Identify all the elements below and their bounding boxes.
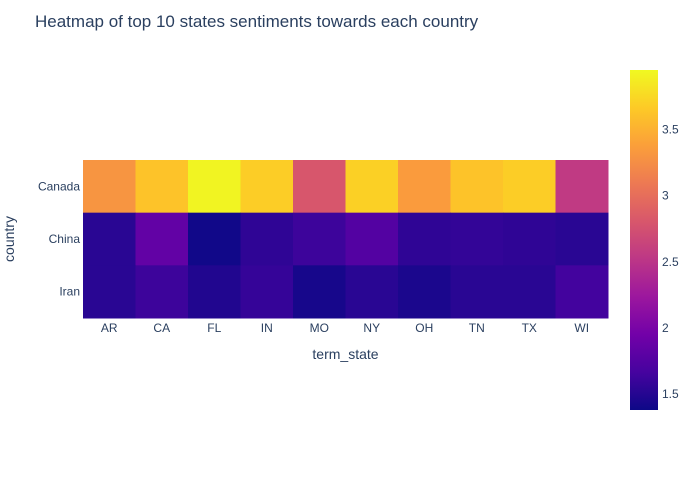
- x-tick-label: TN: [469, 321, 485, 335]
- y-axis-title: country: [1, 216, 17, 262]
- heatmap-cell: [240, 265, 294, 319]
- heatmap-cell: [345, 160, 399, 214]
- heatmap-cell: [293, 212, 346, 266]
- heatmap-cell: [135, 265, 189, 319]
- colorbar-tick-label: 2: [662, 321, 669, 335]
- heatmap-cell: [398, 212, 451, 266]
- heatmap-cell: [240, 212, 294, 266]
- heatmap-cell: [345, 265, 399, 319]
- y-tick-label: Canada: [38, 179, 80, 193]
- heatmap-cell: [240, 160, 294, 214]
- heatmap-cell: [503, 265, 556, 319]
- heatmap-cell: [450, 160, 504, 214]
- heatmap-cell: [503, 212, 556, 266]
- x-tick-label: OH: [415, 321, 433, 335]
- x-tick-label: MO: [310, 321, 329, 335]
- heatmap-cell: [83, 212, 136, 266]
- x-tick-label: IN: [261, 321, 273, 335]
- colorbar-tick-label: 1.5: [662, 387, 679, 401]
- y-tick-label: Iran: [59, 285, 80, 299]
- heatmap-cell: [555, 212, 609, 266]
- x-tick-label: CA: [153, 321, 170, 335]
- colorbar-tick-label: 3.5: [662, 123, 679, 137]
- x-tick-label: WI: [574, 321, 589, 335]
- heatmap-cell: [450, 265, 504, 319]
- heatmap-cell: [345, 212, 399, 266]
- x-axis-title: term_state: [312, 346, 378, 362]
- heatmap-cell: [555, 265, 609, 319]
- heatmap-cell: [83, 265, 136, 319]
- colorbar-tick-label: 2.5: [662, 255, 679, 269]
- colorbar-tick-label: 3: [662, 189, 669, 203]
- chart-title: Heatmap of top 10 states sentiments towa…: [35, 12, 479, 31]
- x-tick-label: AR: [101, 321, 118, 335]
- heatmap-cell: [503, 160, 556, 214]
- x-tick-label: FL: [207, 321, 221, 335]
- colorbar: [630, 70, 658, 410]
- x-tick-label: TX: [522, 321, 537, 335]
- heatmap-cell: [555, 160, 609, 214]
- heatmap-cell: [188, 212, 241, 266]
- heatmap-cell: [188, 265, 241, 319]
- y-tick-label: China: [49, 232, 81, 246]
- heatmap-cell: [135, 212, 189, 266]
- x-tick-label: NY: [363, 321, 380, 335]
- heatmap-cell: [188, 160, 241, 214]
- heatmap-cell: [135, 160, 189, 214]
- heatmap-cell: [398, 160, 451, 214]
- heatmap-cell: [293, 160, 346, 214]
- heatmap-cell: [398, 265, 451, 319]
- heatmap-cell: [293, 265, 346, 319]
- heatmap-cell: [450, 212, 504, 266]
- heatmap-cell: [83, 160, 136, 214]
